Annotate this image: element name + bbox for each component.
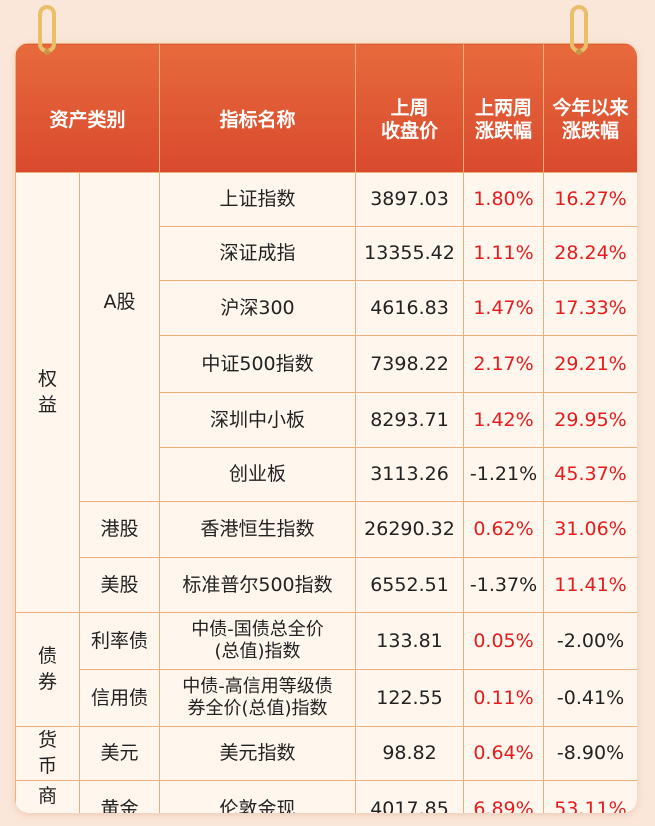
row-close: 26290.32 [355,501,465,558]
table-row: 创业板 3113.26 -1.21% 45.37% [16,447,637,502]
row-name: 中债-国债总全价 (总值)指数 [159,612,357,670]
row-ytd: 29.95% [543,392,637,448]
row-ytd: 29.21% [543,335,637,393]
table-row: 货 币 美元 美元指数 98.82 0.64% -8.90% [15,726,637,781]
row-two-week: 0.62% [463,501,545,558]
table-row: 沪深300 4616.83 1.47% 17.33% [16,280,637,336]
row-close: 3897.03 [355,172,465,227]
row-two-week: 1.80% [463,172,545,227]
row-two-week: -1.21% [463,447,545,502]
subgroup-a-share: A股 [78,172,161,502]
table-row: 深证成指 13355.42 1.11% 28.24% [16,226,637,281]
market-table-card: 资产类别 指标名称 上周 收盘价 上两周 涨跌幅 今年以来 涨跌幅 权 益 A股… [15,43,637,813]
row-name: 中债-高信用等级债 券全价(总值)指数 [159,669,357,727]
header-indicator: 指标名称 [159,43,357,173]
row-close: 4017.85 [355,780,465,813]
row-close: 3113.26 [355,447,465,502]
group-commodity: 商 品 [15,780,80,813]
subgroup-rate-bond: 利率债 [78,612,161,670]
row-name: 伦敦金现 [159,780,357,813]
subgroup-hk: 港股 [78,501,161,558]
row-ytd: 53.11% [543,780,637,813]
group-equity: 权 益 [15,172,80,613]
row-ytd: -8.90% [543,726,637,781]
row-two-week: 0.05% [463,612,545,670]
row-close: 98.82 [355,726,465,781]
row-ytd: 11.41% [543,557,637,613]
row-two-week: 2.17% [463,335,545,393]
subgroup-credit-bond: 信用债 [78,669,161,727]
row-close: 133.81 [355,612,465,670]
table-row: 信用债 中债-高信用等级债 券全价(总值)指数 122.55 0.11% -0.… [16,669,637,727]
binder-ring-left [38,5,56,55]
subgroup-usd: 美元 [78,726,161,781]
header-row: 资产类别 指标名称 上周 收盘价 上两周 涨跌幅 今年以来 涨跌幅 [15,43,637,173]
table-row: 债 券 利率债 中债-国债总全价 (总值)指数 133.81 0.05% -2.… [15,612,637,727]
market-performance-table: 资产类别 指标名称 上周 收盘价 上两周 涨跌幅 今年以来 涨跌幅 权 益 A股… [15,43,637,813]
row-ytd: -2.00% [543,612,637,670]
row-name: 深圳中小板 [159,392,357,448]
header-close: 上周 收盘价 [355,43,465,173]
header-asset-class: 资产类别 [15,43,161,173]
row-name: 中证500指数 [159,335,357,393]
header-two-week-change: 上两周 涨跌幅 [463,43,545,173]
row-name: 标准普尔500指数 [159,557,357,613]
row-two-week: 1.47% [463,280,545,336]
table-row: 港股 香港恒生指数 26290.32 0.62% 31.06% [16,501,637,558]
row-ytd: 16.27% [543,172,637,227]
row-ytd: 31.06% [543,501,637,558]
row-two-week: 0.64% [463,726,545,781]
row-name: 深证成指 [159,226,357,281]
row-close: 7398.22 [355,335,465,393]
binder-ring-right [570,5,588,55]
row-name: 沪深300 [159,280,357,336]
row-ytd: 17.33% [543,280,637,336]
row-close: 8293.71 [355,392,465,448]
row-close: 4616.83 [355,280,465,336]
row-two-week: 0.11% [463,669,545,727]
row-name: 美元指数 [159,726,357,781]
table-row: 中证500指数 7398.22 2.17% 29.21% [16,335,637,393]
row-close: 122.55 [355,669,465,727]
row-two-week: 1.42% [463,392,545,448]
subgroup-gold: 黄金 [78,780,161,813]
group-currency: 货 币 [15,726,80,781]
row-name: 香港恒生指数 [159,501,357,558]
header-ytd-change: 今年以来 涨跌幅 [543,43,637,173]
row-close: 6552.51 [355,557,465,613]
subgroup-us: 美股 [78,557,161,613]
row-ytd: -0.41% [543,669,637,727]
row-name: 创业板 [159,447,357,502]
table-row: 美股 标准普尔500指数 6552.51 -1.37% 11.41% [16,557,637,613]
row-two-week: 1.11% [463,226,545,281]
table-row: 深圳中小板 8293.71 1.42% 29.95% [16,392,637,448]
row-ytd: 45.37% [543,447,637,502]
row-close: 13355.42 [355,226,465,281]
group-bond: 债 券 [15,612,80,727]
row-name: 上证指数 [159,172,357,227]
row-ytd: 28.24% [543,226,637,281]
row-two-week: -1.37% [463,557,545,613]
table-row: 商 品 黄金 伦敦金现 4017.85 6.89% 53.11% [15,780,637,813]
table-row: 权 益 A股 上证指数 3897.03 1.80% 16.27% [15,172,637,613]
row-two-week: 6.89% [463,780,545,813]
